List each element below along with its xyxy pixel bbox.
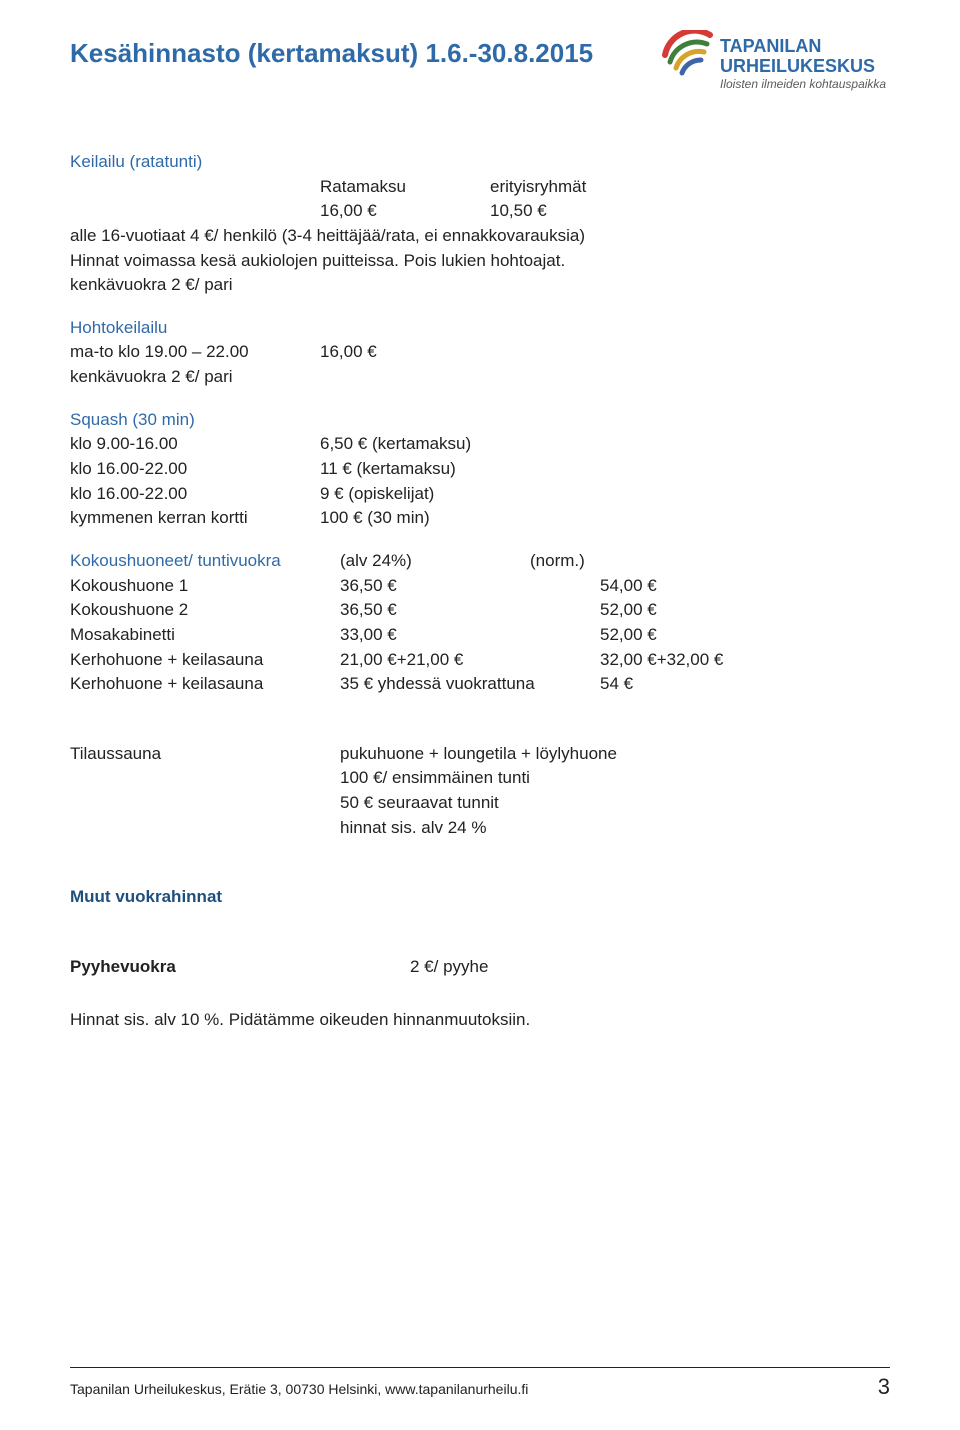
hohto-row-1: ma-to klo 19.00 – 22.00 16,00 € (70, 340, 890, 365)
m-r2-c2: 36,50 € (340, 598, 600, 623)
m-r4-c3: 32,00 €+32,00 € (600, 648, 723, 673)
m-r3-c2: 33,00 € (340, 623, 600, 648)
meeting-row-4: Kerhohuone + keilasauna 21,00 €+21,00 € … (70, 648, 890, 673)
final-note: Hinnat sis. alv 10 %. Pidätämme oikeuden… (70, 1008, 890, 1033)
squash-heading: Squash (30 min) (70, 408, 890, 433)
pyyhe-label: Pyyhevuokra (70, 955, 410, 980)
meeting-hdr-alv: (alv 24%) (340, 549, 530, 574)
m-r1-c3: 54,00 € (600, 574, 657, 599)
tilaussauna-block: Tilaussauna pukuhuone + loungetila + löy… (70, 742, 890, 841)
pyyhe-row: Pyyhevuokra 2 €/ pyyhe (70, 955, 890, 980)
tilaussauna-line-1: pukuhuone + loungetila + löylyhuone (340, 742, 617, 767)
m-r5-c3: 54 € (600, 672, 633, 697)
meeting-row-5: Kerhohuone + keilasauna 35 € yhdessä vuo… (70, 672, 890, 697)
squash-r4-c1: kymmenen kerran kortti (70, 506, 320, 531)
squash-r1-c1: klo 9.00-16.00 (70, 432, 320, 457)
meeting-row-2: Kokoushuone 2 36,50 € 52,00 € (70, 598, 890, 623)
keilailu-price-1: 16,00 € (320, 199, 490, 224)
tilaussauna-line-2: 100 €/ ensimmäinen tunti (340, 766, 530, 791)
squash-r3-c1: klo 16.00-22.00 (70, 482, 320, 507)
logo-tagline: Iloisten ilmeiden kohtauspaikka (720, 77, 886, 91)
keilailu-note-2: Hinnat voimassa kesä aukiolojen puitteis… (70, 249, 890, 274)
m-r1-c2: 36,50 € (340, 574, 600, 599)
keilailu-heading: Keilailu (ratatunti) (70, 150, 890, 175)
hohto-note: kenkävuokra 2 €/ pari (70, 365, 890, 390)
m-r2-c3: 52,00 € (600, 598, 657, 623)
page-title: Kesähinnasto (kertamaksut) 1.6.-30.8.201… (70, 38, 593, 69)
tilaussauna-label: Tilaussauna (70, 742, 340, 767)
hohto-time: ma-to klo 19.00 – 22.00 (70, 340, 320, 365)
squash-r3-c2: 9 € (opiskelijat) (320, 482, 434, 507)
pyyhe-value: 2 €/ pyyhe (410, 955, 488, 980)
page-number: 3 (878, 1374, 890, 1400)
hohto-price: 16,00 € (320, 340, 377, 365)
hohto-heading: Hohtokeilailu (70, 316, 890, 341)
footer-divider (70, 1367, 890, 1368)
keilailu-note-3: kenkävuokra 2 €/ pari (70, 273, 890, 298)
m-r5-c2: 35 € yhdessä vuokrattuna (340, 672, 600, 697)
meeting-row-3: Mosakabinetti 33,00 € 52,00 € (70, 623, 890, 648)
squash-row-1: klo 9.00-16.00 6,50 € (kertamaksu) (70, 432, 890, 457)
keilailu-col-headers: Ratamaksu erityisryhmät (70, 175, 890, 200)
keilailu-price-2: 10,50 € (490, 199, 547, 224)
squash-r4-c2: 100 € (30 min) (320, 506, 430, 531)
meeting-hdr-norm: (norm.) (530, 549, 585, 574)
footer-text: Tapanilan Urheilukeskus, Erätie 3, 00730… (70, 1381, 528, 1397)
logo-name-top: TAPANILAN (720, 36, 821, 56)
tilaussauna-line-4: hinnat sis. alv 24 % (340, 816, 486, 841)
meeting-heading-row: Kokoushuoneet/ tuntivuokra (alv 24%) (no… (70, 549, 890, 574)
muut-heading: Muut vuokrahinnat (70, 885, 890, 910)
m-r2-c1: Kokoushuone 2 (70, 598, 340, 623)
squash-row-4: kymmenen kerran kortti 100 € (30 min) (70, 506, 890, 531)
squash-r2-c1: klo 16.00-22.00 (70, 457, 320, 482)
m-r1-c1: Kokoushuone 1 (70, 574, 340, 599)
keilailu-price-row: 16,00 € 10,50 € (70, 199, 890, 224)
squash-r1-c2: 6,50 € (kertamaksu) (320, 432, 471, 457)
logo-name-bottom: URHEILUKESKUS (720, 56, 875, 76)
m-r5-c1: Kerhohuone + keilasauna (70, 672, 340, 697)
col-header-ratamaksu: Ratamaksu (320, 175, 490, 200)
meeting-heading: Kokoushuoneet/ tuntivuokra (70, 549, 340, 574)
logo-arcs-icon (665, 31, 710, 73)
m-r4-c1: Kerhohuone + keilasauna (70, 648, 340, 673)
meeting-row-1: Kokoushuone 1 36,50 € 54,00 € (70, 574, 890, 599)
logo: TAPANILAN URHEILUKESKUS Iloisten ilmeide… (660, 30, 890, 110)
m-r3-c3: 52,00 € (600, 623, 657, 648)
squash-row-2: klo 16.00-22.00 11 € (kertamaksu) (70, 457, 890, 482)
m-r4-c2: 21,00 €+21,00 € (340, 648, 600, 673)
m-r3-c1: Mosakabinetti (70, 623, 340, 648)
tilaussauna-line-3: 50 € seuraavat tunnit (340, 791, 499, 816)
col-header-erityis: erityisryhmät (490, 175, 586, 200)
footer: Tapanilan Urheilukeskus, Erätie 3, 00730… (0, 1361, 960, 1400)
squash-row-3: klo 16.00-22.00 9 € (opiskelijat) (70, 482, 890, 507)
keilailu-note-1: alle 16-vuotiaat 4 €/ henkilö (3-4 heitt… (70, 224, 890, 249)
squash-r2-c2: 11 € (kertamaksu) (320, 457, 456, 482)
